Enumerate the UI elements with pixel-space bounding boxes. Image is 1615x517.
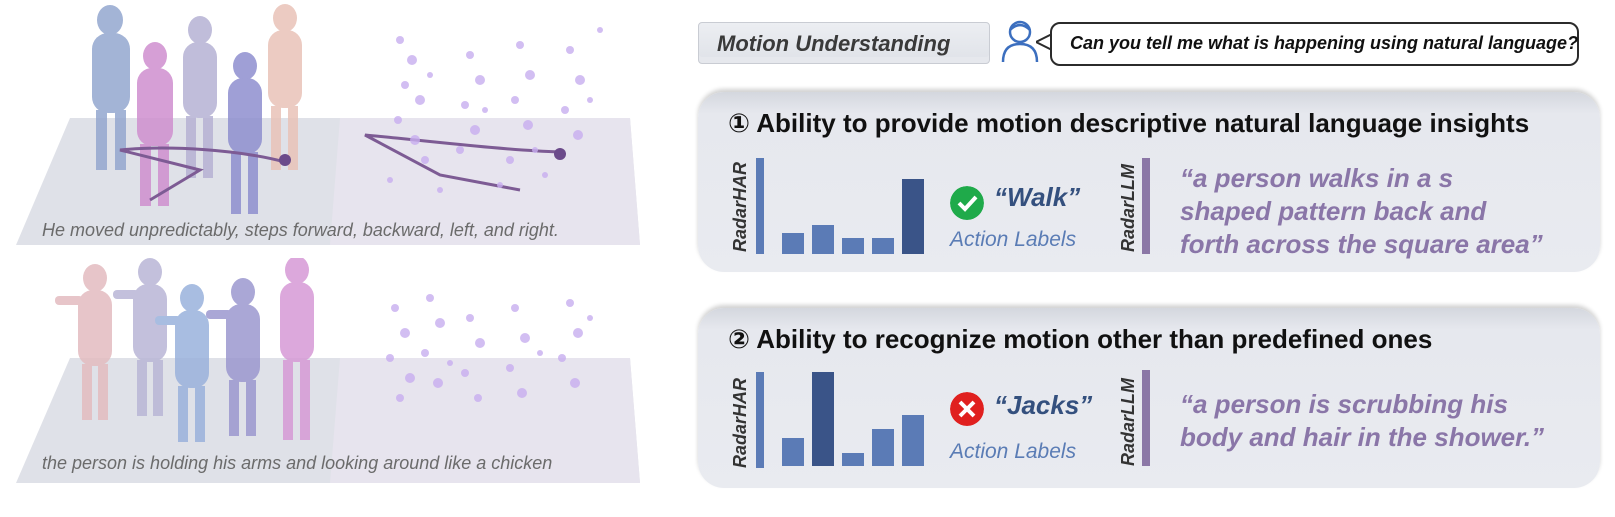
- histogram-bar: [872, 238, 894, 254]
- motion-scene-1: He moved unpredictably, steps forward, b…: [0, 0, 670, 258]
- user-icon: [1001, 20, 1039, 63]
- action-labels-text: Action Labels: [950, 228, 1077, 251]
- radarhar-label: RadarHAR: [730, 161, 750, 252]
- point-cloud: [387, 27, 603, 193]
- radarllm-label: RadarLLM: [1118, 377, 1138, 466]
- scene-1-illustration: [16, 4, 640, 245]
- cross-icon: [950, 392, 984, 426]
- check-icon: [950, 186, 984, 220]
- histogram-bar: [842, 453, 864, 466]
- radarhar-label: RadarHAR: [730, 377, 750, 468]
- histogram-bar: [812, 372, 834, 466]
- radarhar-axis-bar: [756, 372, 764, 468]
- motion-scene-2: the person is holding his arms and looki…: [0, 258, 670, 516]
- histogram-bar: [782, 233, 804, 254]
- histogram-bar: [902, 179, 924, 254]
- histogram-bar: [812, 225, 834, 254]
- question-text: Can you tell me what is happening using …: [1070, 33, 1579, 53]
- motion-understanding-tag: Motion Understanding: [698, 22, 990, 64]
- motion-understanding-label: Motion Understanding: [717, 31, 951, 56]
- predicted-action-word: “Jacks”: [994, 390, 1093, 420]
- scene-1-caption: He moved unpredictably, steps forward, b…: [42, 220, 559, 240]
- scene-2-illustration: [16, 258, 640, 483]
- scene-2-caption: the person is holding his arms and looki…: [42, 453, 553, 473]
- action-labels-text: Action Labels: [950, 440, 1077, 463]
- histogram-bar: [842, 238, 864, 254]
- ability-panel-2: ② Ability to recognize motion other than…: [698, 308, 1600, 488]
- llm-description: “a person is scrubbing his body and hair…: [1180, 389, 1545, 452]
- radarllm-axis-bar: [1142, 158, 1150, 254]
- human-figures: [55, 258, 314, 442]
- radarllm-label: RadarLLM: [1118, 163, 1138, 252]
- point-cloud: [386, 294, 593, 402]
- question-bubble: Can you tell me what is happening using …: [1050, 22, 1579, 66]
- ability-panel-1: ① Ability to provide motion descriptive …: [698, 92, 1600, 272]
- human-figures: [92, 4, 302, 214]
- histogram-bar: [782, 438, 804, 466]
- histogram-2: [782, 372, 924, 466]
- histogram-bar: [872, 429, 894, 466]
- radarhar-axis-bar: [756, 158, 764, 254]
- panel-1-title: ① Ability to provide motion descriptive …: [728, 108, 1530, 138]
- histogram-bar: [902, 415, 924, 466]
- llm-description: “a person walks in a s shaped pattern ba…: [1180, 163, 1543, 259]
- radarllm-axis-bar: [1142, 370, 1150, 466]
- histogram-1: [782, 158, 924, 254]
- panel-2-title: ② Ability to recognize motion other than…: [728, 324, 1433, 354]
- predicted-action-word: “Walk”: [994, 182, 1081, 212]
